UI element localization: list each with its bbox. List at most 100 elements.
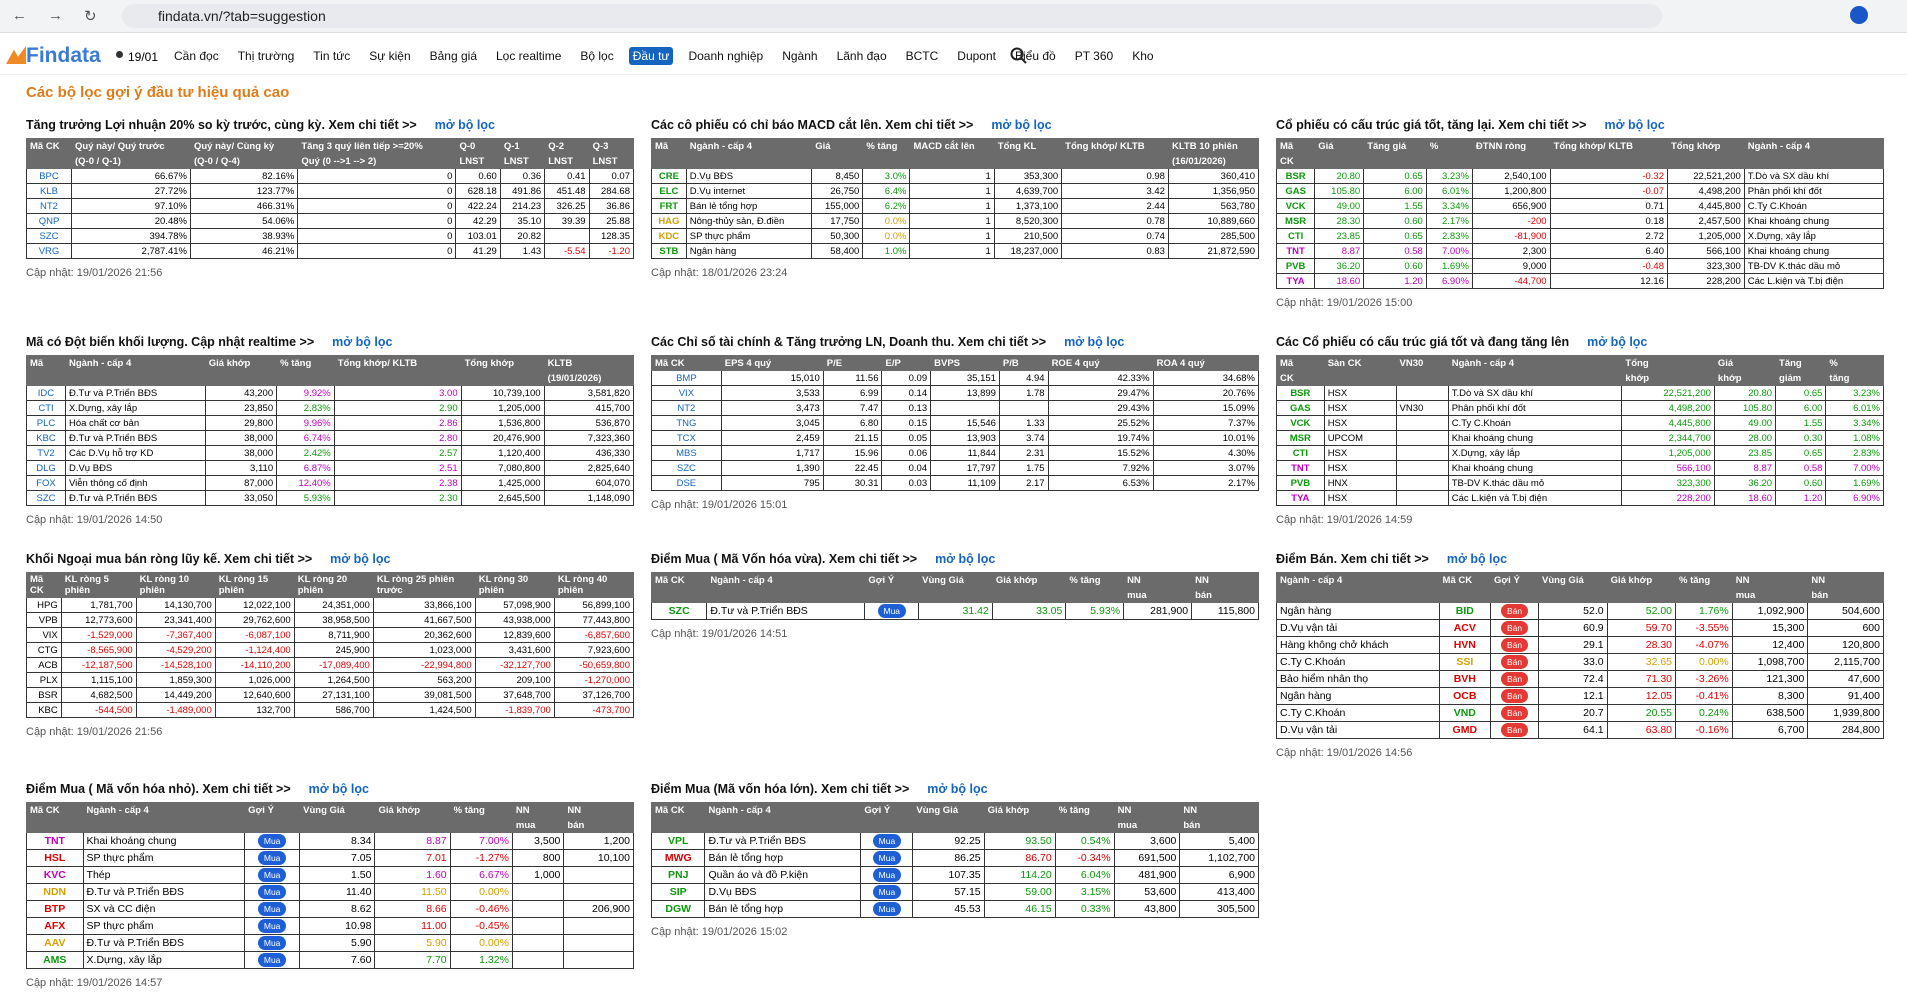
ticker-cell[interactable]: STB [651, 243, 687, 259]
nav-item[interactable]: Ngành [782, 49, 818, 63]
ticker-cell[interactable]: OCB [1438, 687, 1492, 705]
ticker-cell[interactable]: TCX [651, 430, 722, 446]
open-filter-link[interactable]: mở bộ lọc [332, 335, 393, 349]
reload-button[interactable]: ↻ [84, 8, 97, 25]
ticker-cell[interactable]: MSR [1276, 430, 1325, 446]
ticker-cell[interactable]: ACV [1438, 619, 1492, 637]
ticker-cell[interactable]: TYA [1275, 273, 1316, 289]
signal-badge[interactable]: Bán [1500, 604, 1529, 618]
ticker-cell[interactable]: VRG [26, 243, 72, 259]
signal-badge[interactable]: Mua [257, 885, 287, 899]
ticker-cell[interactable]: BMP [651, 370, 722, 386]
nav-item[interactable]: Đầu tư [628, 47, 674, 65]
signal-badge[interactable]: Mua [872, 834, 902, 848]
ticker-cell[interactable]: HSL [26, 849, 84, 867]
nav-item[interactable]: Bảng giá [429, 49, 477, 63]
signal-badge[interactable]: Mua [877, 604, 907, 618]
signal-badge[interactable]: Bán [1500, 723, 1529, 737]
nav-item[interactable]: PT 360 [1074, 49, 1114, 63]
open-filter-link[interactable]: mở bộ lọc [308, 782, 369, 796]
ticker-cell[interactable]: CTI [26, 400, 66, 416]
ticker-cell[interactable]: AFX [26, 917, 84, 935]
back-button[interactable]: ← [12, 7, 27, 24]
ticker-cell[interactable]: SSI [1438, 653, 1492, 671]
signal-badge[interactable]: Bán [1500, 621, 1529, 635]
signal-badge[interactable]: Mua [257, 919, 287, 933]
ticker-cell[interactable]: VCK [1275, 198, 1316, 214]
ticker-cell[interactable]: KVC [26, 866, 84, 884]
ticker-cell[interactable]: GAS [1275, 183, 1316, 199]
ticker-cell[interactable]: SZC [650, 602, 708, 620]
signal-badge[interactable]: Mua [872, 868, 902, 882]
nav-item[interactable]: Dupont [957, 49, 996, 63]
ticker-cell[interactable]: PNJ [650, 866, 706, 884]
ticker-cell[interactable]: PVB [1275, 258, 1316, 274]
open-filter-link[interactable]: mở bộ lọc [935, 552, 996, 566]
ticker-cell[interactable]: AMS [26, 951, 84, 969]
ticker-cell[interactable]: TNT [1275, 243, 1316, 259]
ticker-cell[interactable]: CTI [1276, 445, 1325, 461]
ticker-cell[interactable]: VIX [651, 385, 722, 401]
nav-item[interactable]: Doanh nghiệp [688, 49, 764, 63]
ticker-cell[interactable]: KBC [26, 430, 66, 446]
ticker-cell[interactable]: NDN [26, 883, 84, 901]
signal-badge[interactable]: Bán [1500, 689, 1529, 703]
signal-badge[interactable]: Mua [257, 902, 287, 916]
ticker-cell[interactable]: QNP [26, 213, 72, 229]
nav-item[interactable]: Thị trường [237, 49, 295, 63]
signal-badge[interactable]: Bán [1500, 706, 1529, 720]
ticker-cell[interactable]: HVN [1438, 636, 1492, 654]
nav-item[interactable]: Biểu đồ [1015, 49, 1056, 63]
ticker-cell[interactable]: VCK [1276, 415, 1325, 431]
forward-button[interactable]: → [48, 7, 63, 24]
signal-badge[interactable]: Mua [257, 868, 287, 882]
signal-badge[interactable]: Mua [257, 851, 287, 865]
nav-item[interactable]: Sự kiện [369, 49, 411, 63]
ticker-cell[interactable]: BSR [1275, 168, 1316, 184]
ticker-cell[interactable]: FRT [651, 198, 687, 214]
open-filter-link[interactable]: mở bộ lọc [434, 118, 495, 132]
ticker-cell[interactable]: SIP [650, 883, 706, 901]
search-icon[interactable] [1010, 47, 1028, 65]
ticker-cell[interactable]: CTI [1275, 228, 1316, 244]
ticker-cell[interactable]: KLB [26, 183, 72, 199]
profile-icon[interactable] [1850, 6, 1868, 24]
ticker-cell[interactable]: VPL [650, 832, 706, 850]
ticker-cell[interactable]: DSE [651, 475, 722, 491]
ticker-cell[interactable]: BID [1438, 602, 1492, 620]
ticker-cell[interactable]: PVB [1276, 475, 1325, 491]
ticker-cell[interactable]: TNT [26, 832, 84, 850]
ticker-cell[interactable]: ELC [651, 183, 687, 199]
logo[interactable]: Findata [26, 44, 101, 67]
ticker-cell[interactable]: CRE [651, 168, 687, 184]
ticker-cell[interactable]: VND [1438, 704, 1492, 722]
ticker-cell[interactable]: NT2 [26, 198, 72, 214]
ticker-cell[interactable]: BSR [1276, 385, 1325, 401]
nav-item[interactable]: Cần đọc [174, 49, 219, 63]
ticker-cell[interactable]: MBS [651, 445, 722, 461]
ticker-cell[interactable]: TNG [651, 415, 722, 431]
ticker-cell[interactable]: DLG [26, 460, 66, 476]
ticker-cell[interactable]: BTP [26, 900, 84, 918]
signal-badge[interactable]: Mua [257, 953, 287, 967]
signal-badge[interactable]: Bán [1500, 638, 1529, 652]
ticker-cell[interactable]: SZC [651, 460, 722, 476]
ticker-cell[interactable]: AAV [26, 934, 84, 952]
ticker-cell[interactable]: NT2 [651, 400, 722, 416]
ticker-cell[interactable]: MSR [1275, 213, 1316, 229]
ticker-cell[interactable]: SZC [26, 490, 66, 506]
signal-badge[interactable]: Bán [1500, 655, 1529, 669]
signal-badge[interactable]: Mua [872, 902, 902, 916]
nav-item[interactable]: Kho [1132, 49, 1154, 63]
ticker-cell[interactable]: GAS [1276, 400, 1325, 416]
ticker-cell[interactable]: SZC [26, 228, 72, 244]
ticker-cell[interactable]: KDC [651, 228, 687, 244]
ticker-cell[interactable]: BPC [26, 168, 72, 184]
signal-badge[interactable]: Mua [872, 851, 902, 865]
signal-badge[interactable]: Bán [1500, 672, 1529, 686]
open-filter-link[interactable]: mở bộ lọc [1604, 118, 1665, 132]
open-filter-link[interactable]: mở bộ lọc [1446, 552, 1508, 566]
ticker-cell[interactable]: GMD [1438, 721, 1492, 739]
signal-badge[interactable]: Mua [872, 885, 902, 899]
nav-item[interactable]: Tin tức [313, 49, 351, 63]
